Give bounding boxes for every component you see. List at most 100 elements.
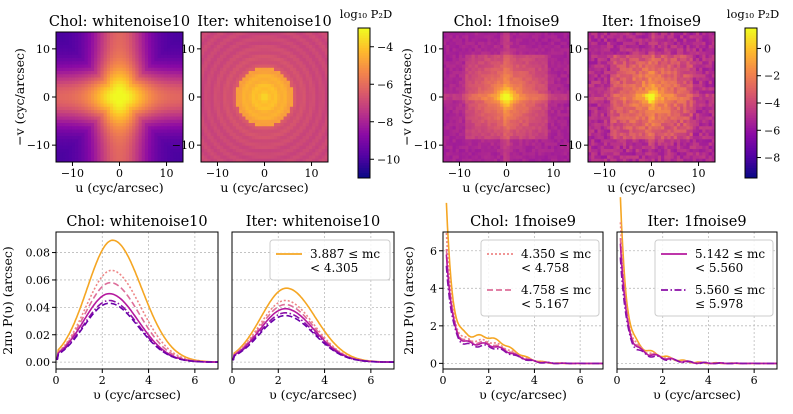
image-pixel <box>167 113 171 117</box>
image-pixel <box>261 97 265 101</box>
image-pixel <box>216 106 221 111</box>
image-pixel <box>506 84 511 88</box>
image-pixel <box>254 155 259 160</box>
image-pixel <box>516 67 520 72</box>
image-pixel <box>516 51 520 56</box>
image-pixel <box>56 90 60 95</box>
image-pixel <box>167 132 171 137</box>
image-pixel <box>446 106 450 111</box>
image-pixel <box>535 132 539 137</box>
image-pixel <box>220 93 224 98</box>
image-pixel <box>248 100 253 104</box>
image-pixel <box>78 126 82 130</box>
image-pixel <box>84 116 89 121</box>
image-pixel <box>547 129 552 134</box>
image-pixel <box>283 58 288 62</box>
image-pixel <box>261 90 265 95</box>
image-pixel <box>324 152 329 156</box>
image-pixel <box>261 61 265 65</box>
image-pixel <box>235 48 240 52</box>
image-pixel <box>232 97 237 101</box>
image-pixel <box>296 103 300 108</box>
image-pixel <box>170 51 174 56</box>
image-pixel <box>68 100 73 104</box>
image-pixel <box>129 80 133 85</box>
image-pixel <box>490 110 495 114</box>
image-pixel <box>591 67 595 72</box>
image-pixel <box>522 126 526 130</box>
image-pixel <box>254 149 259 153</box>
image-pixel <box>270 123 275 127</box>
image-pixel <box>490 67 495 72</box>
image-pixel <box>148 51 152 56</box>
image-pixel <box>512 45 517 49</box>
image-pixel <box>81 116 85 121</box>
image-pixel <box>554 116 558 121</box>
image-pixel <box>90 136 95 140</box>
image-pixel <box>588 35 592 39</box>
image-pixel <box>103 155 108 160</box>
image-pixel <box>170 87 174 91</box>
image-pixel <box>97 71 101 75</box>
image-pixel <box>154 119 158 124</box>
image-pixel <box>321 80 326 85</box>
image-pixel <box>274 74 278 78</box>
image-pixel <box>138 64 143 69</box>
image-pixel <box>59 71 63 75</box>
image-pixel <box>277 90 281 95</box>
image-pixel <box>71 106 76 111</box>
image-pixel <box>258 48 262 52</box>
image-pixel <box>541 84 545 88</box>
image-pixel <box>541 139 545 143</box>
image-pixel <box>176 84 181 88</box>
image-pixel <box>528 116 533 121</box>
image-pixel <box>106 93 111 98</box>
image-pixel <box>315 58 319 62</box>
image-pixel <box>274 77 278 82</box>
image-pixel <box>173 129 178 134</box>
image-pixel <box>122 152 127 156</box>
image-pixel <box>443 93 447 98</box>
image-pixel <box>308 71 313 75</box>
image-pixel <box>173 41 178 46</box>
image-pixel <box>100 158 105 163</box>
image-pixel <box>151 97 155 101</box>
image-pixel <box>141 74 146 78</box>
image-pixel <box>315 155 319 160</box>
image-pixel <box>519 142 523 147</box>
image-pixel <box>103 142 108 147</box>
image-pixel <box>78 145 82 150</box>
image-pixel <box>71 136 76 140</box>
image-pixel <box>487 90 492 95</box>
image-pixel <box>299 54 303 59</box>
image-pixel <box>65 97 70 101</box>
image-pixel <box>68 87 73 91</box>
image-pixel <box>299 71 303 75</box>
image-pixel <box>308 106 313 111</box>
image-pixel <box>544 67 549 72</box>
image-pixel <box>528 139 533 143</box>
image-pixel <box>210 48 215 52</box>
image-pixel <box>94 80 98 85</box>
image-pixel <box>490 80 495 85</box>
image-pixel <box>87 61 92 65</box>
image-pixel <box>119 142 124 147</box>
image-pixel <box>496 74 501 78</box>
image-pixel <box>535 119 539 124</box>
image-pixel <box>503 126 507 130</box>
image-pixel <box>312 71 316 75</box>
image-pixel <box>465 103 469 108</box>
image-pixel <box>503 74 507 78</box>
image-pixel <box>531 87 536 91</box>
image-pixel <box>87 145 92 150</box>
image-pixel <box>296 97 300 101</box>
image-pixel <box>232 116 237 121</box>
image-pixel <box>544 84 549 88</box>
image-pixel <box>103 77 108 82</box>
image-pixel <box>235 100 240 104</box>
image-pixel <box>471 48 476 52</box>
image-pixel <box>519 110 523 114</box>
image-pixel <box>100 35 105 39</box>
image-pixel <box>254 126 259 130</box>
image-pixel <box>264 32 269 36</box>
